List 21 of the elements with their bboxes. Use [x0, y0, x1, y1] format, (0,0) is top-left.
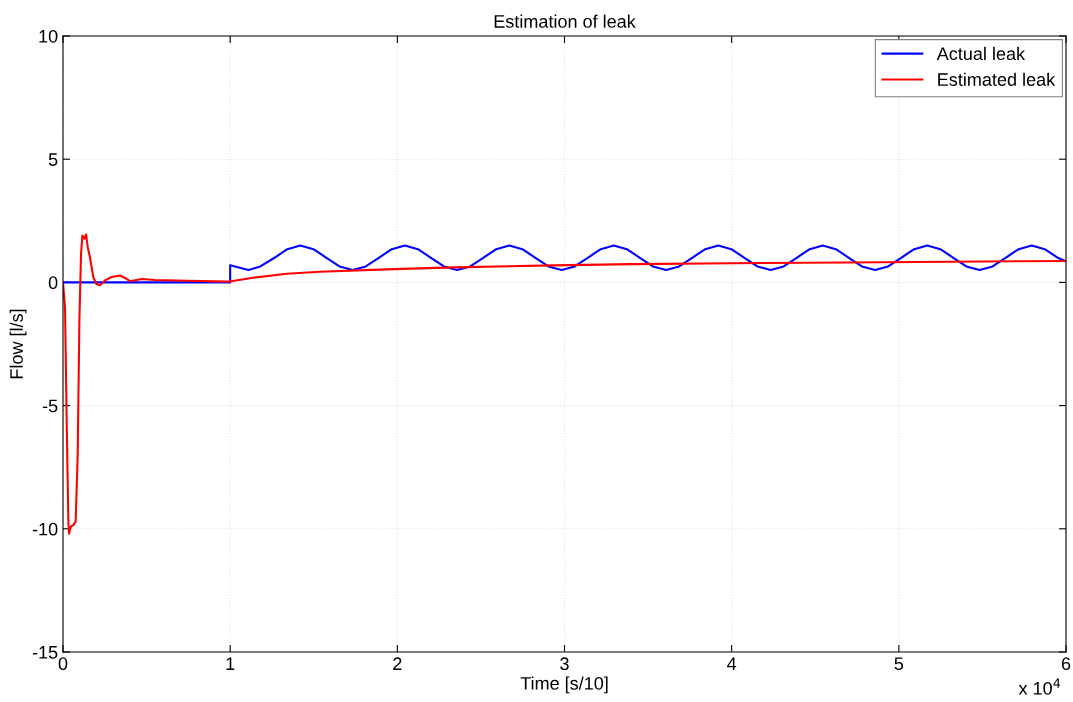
x-tick-label: 2 [393, 657, 402, 670]
text: x 10$^{4}$ [1018, 678, 1061, 695]
x-tick-label: 4 [727, 657, 737, 670]
x-tick-label: 6 [1061, 657, 1071, 671]
x-tick-label: 5 [894, 657, 904, 671]
y-tick-label: -15 [32, 646, 58, 659]
y-tick-label: 5 [48, 153, 58, 166]
line-series [63, 233, 1066, 535]
legend-label: Estimated leak [938, 72, 1056, 86]
chart-title: Estimation of leak [494, 14, 636, 28]
x-tick-label: 0 [58, 657, 68, 671]
legend-label: Actual leak [936, 46, 1026, 61]
y-axis-title: Flow [l/s] [9, 309, 27, 379]
y-tick-label: 0 [48, 276, 58, 290]
y-tick-label: -5 [42, 399, 58, 413]
x-axis-title: Time [s/10] [520, 676, 608, 694]
y-tick-label: -10 [32, 522, 58, 536]
y-tick-label: 10 [39, 29, 58, 43]
x-tick-label: 1 [226, 657, 235, 670]
x-tick-label: 3 [560, 657, 569, 671]
line-series [63, 244, 1066, 284]
